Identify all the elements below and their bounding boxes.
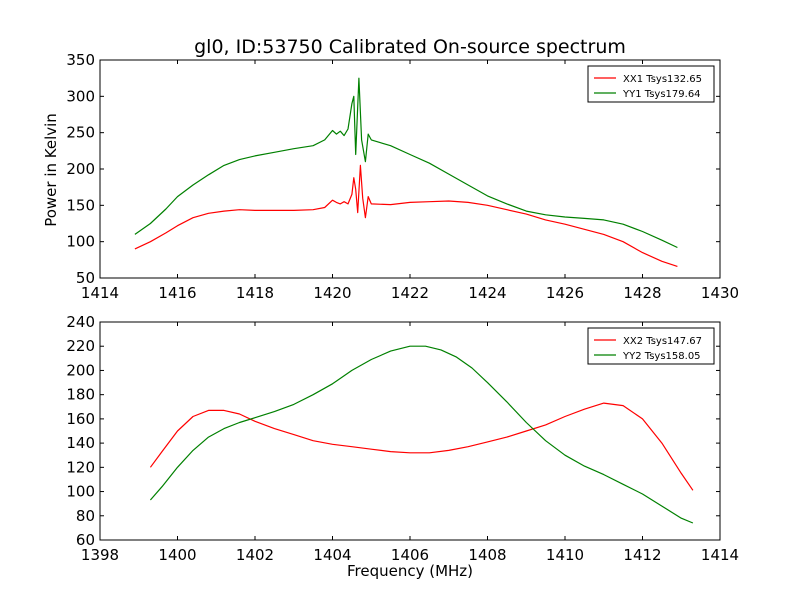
series-line-top-2 [134, 77, 678, 249]
y-tick-label: 200 [66, 160, 95, 178]
y-tick-label: 150 [66, 196, 95, 214]
x-tick-label: 1422 [391, 284, 429, 302]
x-tick-label: 1410 [546, 546, 584, 564]
legend-label: XX2 Tsys147.67 [623, 336, 702, 347]
x-tick-label: 1424 [468, 284, 506, 302]
figure-title: gl0, ID:53750 Calibrated On-source spect… [194, 36, 626, 58]
x-tick-label: 1416 [158, 284, 196, 302]
x-tick-label: 1406 [391, 546, 429, 564]
x-tick-label: 1426 [546, 284, 584, 302]
x-tick-label: 1408 [468, 546, 506, 564]
x-tick-label: 1404 [313, 546, 351, 564]
x-tick-label: 1414 [701, 546, 739, 564]
y-tick-label: 140 [66, 434, 95, 452]
y-tick-label: 50 [76, 269, 95, 287]
y-tick-label: 250 [66, 124, 95, 142]
x-tick-label: 1430 [701, 284, 739, 302]
x-tick-label: 1400 [158, 546, 196, 564]
bottom-plot: 1398 1400 1402 1404 1406 1408 1410 1412 1414 60 80… [66, 313, 739, 564]
y-tick-label: 120 [66, 458, 95, 476]
y-tick-label: 300 [66, 87, 95, 105]
legend-label: YY1 Tsys179.64 [622, 89, 701, 100]
legend-label: YY2 Tsys158.05 [622, 351, 701, 362]
y-tick-label: 80 [76, 507, 95, 525]
y-tick-label: 180 [66, 386, 95, 404]
x-tick-label: 1412 [623, 546, 661, 564]
top-plot: 1414 1416 1418 1420 1422 1424 1426 1428 1430 50 10… [66, 51, 739, 302]
y-tick-label: 350 [66, 51, 95, 69]
y-axis-label-top: Power in Kelvin [42, 113, 60, 227]
x-tick-label: 1420 [313, 284, 351, 302]
x-axis-label-bottom: Frequency (MHz) [347, 562, 473, 580]
legend-box-top [587, 65, 715, 103]
y-tick-label: 100 [66, 233, 95, 251]
legend-label: XX1 Tsys132.65 [623, 74, 702, 85]
y-tick-label: 240 [66, 313, 95, 331]
series-line-bottom-2 [149, 345, 694, 524]
y-tick-label: 220 [66, 337, 95, 355]
x-tick-label: 1428 [623, 284, 661, 302]
x-tick-label: 1418 [236, 284, 274, 302]
legend-box-bottom [587, 327, 715, 365]
y-tick-label: 100 [66, 483, 95, 501]
y-tick-label: 160 [66, 410, 95, 428]
series-line-top-1 [134, 164, 678, 267]
series-line-bottom-1 [149, 402, 694, 491]
x-tick-label: 1398 [81, 546, 119, 564]
x-tick-label: 1414 [81, 284, 119, 302]
y-tick-label: 200 [66, 361, 95, 379]
y-tick-label: 60 [76, 531, 95, 549]
x-tick-label: 1402 [236, 546, 274, 564]
